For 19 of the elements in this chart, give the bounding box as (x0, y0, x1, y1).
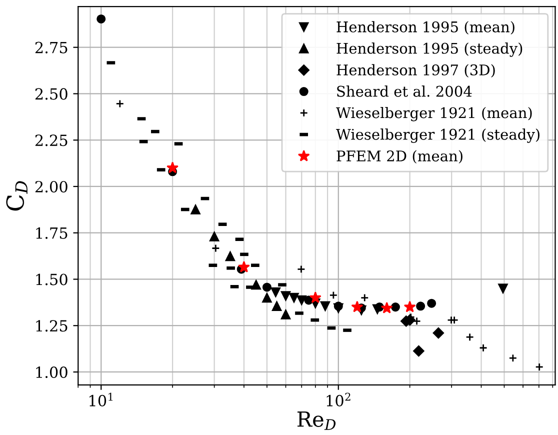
y-tick-label: 2.50 (35, 88, 68, 100)
y-tick-label: 2.75 (35, 42, 68, 54)
y-tick-label: 2.25 (35, 134, 68, 146)
y-tick-label: 2.00 (35, 180, 68, 192)
y-axis-title: C$_{D}$ (6, 181, 28, 211)
y-tick-label: 1.00 (36, 366, 68, 378)
legend-label: Henderson 1997 (3D) (336, 64, 495, 78)
legend-label: Henderson 1995 (steady) (336, 42, 522, 57)
legend-label: PFEM 2D (mean) (336, 150, 462, 164)
legend-label: Wieselberger 1921 (steady) (336, 128, 540, 143)
x-axis-title: Re$_{D}$ (298, 411, 336, 430)
y-tick-label: 1.50 (36, 274, 68, 286)
legend-label: Sheard et al. 2004 (337, 86, 472, 97)
legend-label: Henderson 1995 (mean) (336, 21, 514, 34)
x-tick-label: 10$^{2}$ (326, 392, 350, 406)
y-tick-label: 1.25 (36, 320, 68, 332)
legend-label: Wieselberger 1921 (mean) (336, 106, 532, 122)
x-tick-label: 10$^{1}$ (90, 392, 113, 406)
y-tick-label: 1.75 (36, 227, 68, 239)
